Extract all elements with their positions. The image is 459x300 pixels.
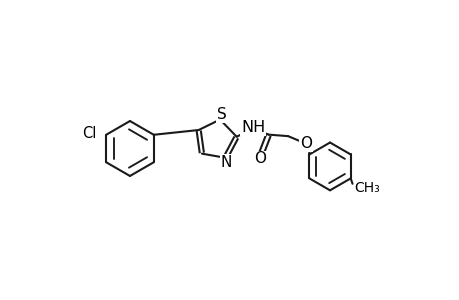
Text: S: S [216, 107, 226, 122]
Text: NH: NH [241, 120, 265, 135]
Text: N: N [220, 155, 231, 170]
Text: Cl: Cl [82, 126, 96, 141]
Text: O: O [299, 136, 311, 151]
Text: CH₃: CH₃ [354, 181, 380, 195]
Text: O: O [253, 151, 265, 166]
